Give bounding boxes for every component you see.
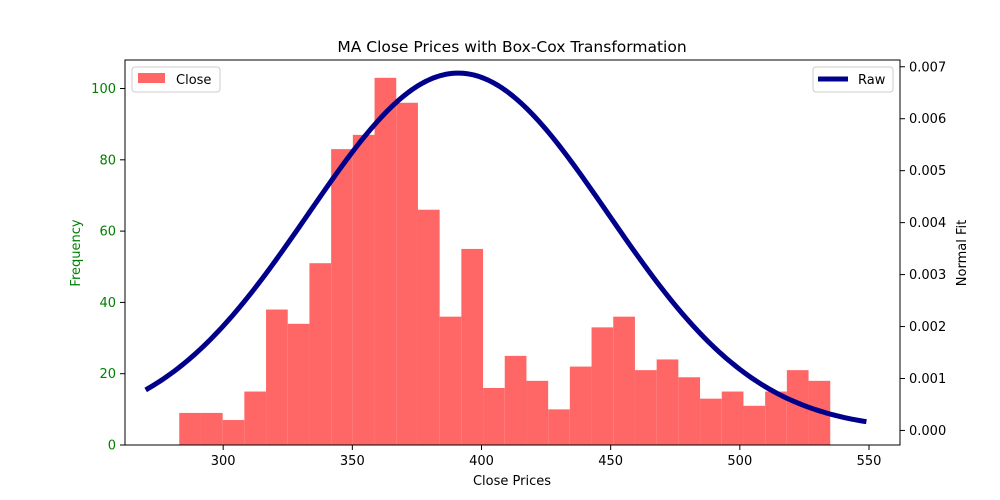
histogram-bar [548,409,570,445]
y2-tick-label: 0.001 [909,372,946,387]
histogram-bar [634,370,657,445]
legend-raw: Raw [812,66,894,93]
y2-tick-label: 0.006 [909,112,946,127]
histogram-bar [461,248,484,445]
histogram-bar [743,405,766,445]
y-tick-label: 40 [99,296,116,311]
histogram-bar [179,412,201,445]
histogram-bar [765,391,787,445]
histogram-bar [244,391,267,445]
y-tick-label: 80 [99,153,116,168]
histogram-bar [656,359,679,445]
histogram-bar [266,309,288,445]
histogram-bar [309,263,332,445]
histogram-bar [721,391,744,445]
y2-axis-label: Normal Fit [955,220,970,286]
chart-title: MA Close Prices with Box-Cox Transformat… [337,38,686,56]
y-axis-ticks: 0 20 40 60 80 100 [91,82,125,454]
legend-close-swatch [138,73,165,83]
y2-tick-label: 0.007 [909,60,946,75]
y2-tick-label: 0.002 [909,320,946,335]
normal-fit-curve [144,70,867,425]
y2-tick-label: 0.005 [909,164,946,179]
x-axis-label: Close Prices [473,474,551,489]
y-tick-label: 60 [99,225,116,240]
y-axis-label: Frequency [69,219,84,286]
histogram-bar [700,398,722,445]
histogram-bar [526,380,549,445]
y-tick-label: 20 [99,367,116,382]
histogram-bar [374,77,397,446]
histogram-bar [591,327,614,445]
legend-raw-box [812,66,894,93]
x-tick-label: 400 [469,454,494,469]
plot-frame [124,59,901,446]
histogram-bar [396,102,418,446]
x-tick-label: 350 [340,454,365,469]
histogram-bar [287,323,310,445]
y2-tick-label: 0.004 [909,216,946,231]
x-axis-ticks: 300 350 400 450 500 550 [211,445,882,469]
y-tick-label: 100 [91,82,116,97]
x-tick-label: 450 [598,454,623,469]
histogram-bar [613,316,635,445]
legend-close-label: Close [176,73,211,88]
histogram-bar [352,134,375,445]
histogram-bar [200,412,223,445]
histogram-bar [786,370,809,445]
histogram-bar [483,387,505,445]
histogram-bar [222,420,245,445]
histogram-bar [439,316,462,445]
y2-axis-ticks: 0.000 0.001 0.002 0.003 0.004 0.005 0.006 0.007 [900,60,946,439]
y2-tick-label: 0.000 [909,424,946,439]
legend-raw-label: Raw [858,73,886,88]
x-tick-label: 500 [727,454,752,469]
histogram-bar [678,377,701,445]
legend-close: Close [131,66,221,93]
histogram-bar [504,355,527,445]
y2-tick-label: 0.003 [909,268,946,283]
histogram-bar [331,149,353,446]
x-tick-label: 550 [857,454,882,469]
normal-fit-line [144,70,867,425]
histogram-bar [569,366,592,445]
x-tick-label: 300 [211,454,236,469]
histogram-bars [179,77,831,446]
y-tick-label: 0 [108,439,116,454]
histogram-bar [417,209,440,445]
